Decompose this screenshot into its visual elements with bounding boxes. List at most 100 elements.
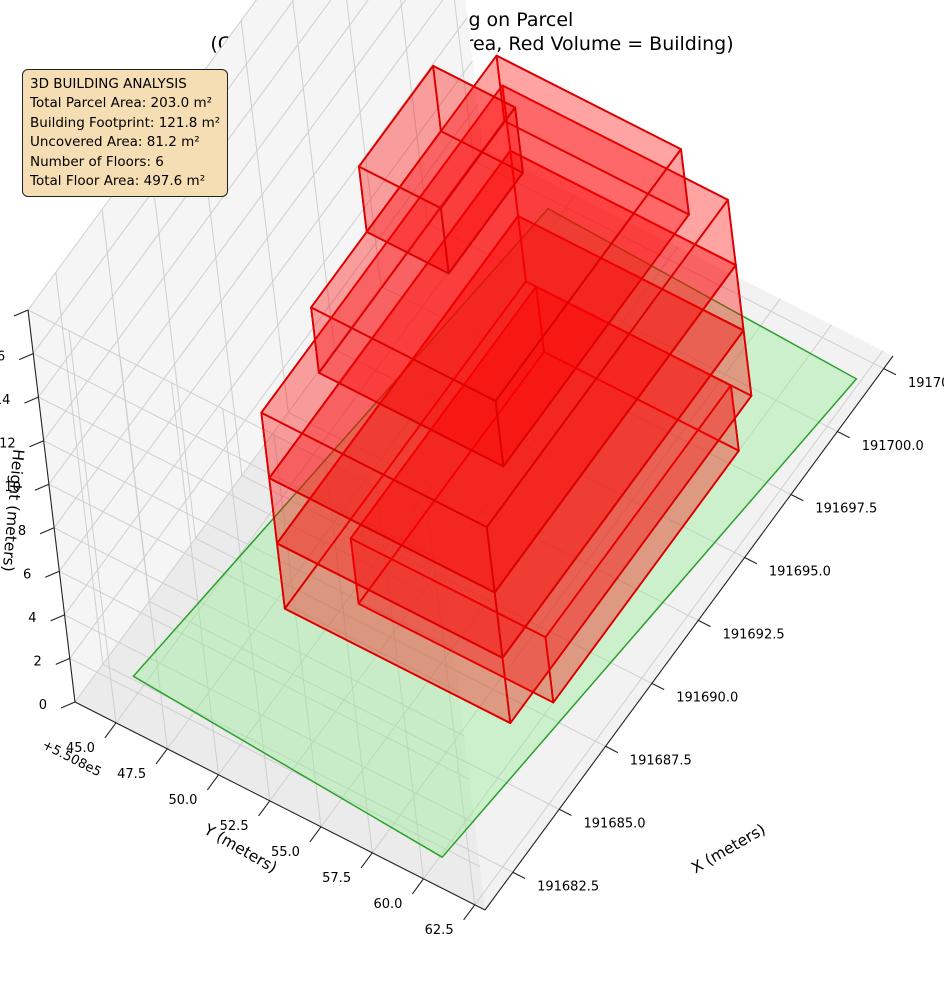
y-tick-mark [463, 904, 476, 921]
grid-line-x-floor [334, 349, 745, 558]
z-tick-mark [45, 570, 60, 578]
axis-lines [13, 309, 897, 921]
grid-line-x-wall [55, 272, 104, 665]
x-tick-mark [744, 557, 758, 565]
y-tick-label: 45.0 [66, 741, 95, 756]
x-tick-label: 191690.0 [676, 691, 738, 706]
grid-line-x-floor [288, 411, 699, 621]
x-tick-mark [651, 682, 665, 691]
y-tick-mark [155, 748, 168, 765]
z-tick-mark [24, 396, 39, 404]
z-tick-label: 14 [0, 393, 10, 408]
grid-line-x-wall [346, 0, 382, 287]
grid-line-z-left [43, 440, 454, 650]
z-tick-mark [55, 657, 71, 665]
y-tick-mark [206, 774, 219, 791]
y-tick-mark [411, 878, 424, 895]
z-tick-label: 16 [0, 350, 5, 365]
x-tick-mark [558, 808, 572, 816]
grid-line-y-floor [218, 220, 627, 776]
z-tick-mark [13, 309, 29, 317]
grid-line-z-right [53, 0, 444, 529]
grid-line-x-floor [427, 223, 838, 432]
grid-line-y-floor [474, 350, 884, 906]
y-tick-mark [104, 722, 117, 739]
info-heading: 3D BUILDING ANALYSIS [30, 76, 187, 92]
grid-line-z-right [64, 60, 473, 616]
grid-line-z-right [27, 0, 257, 311]
y-tick-label: 62.5 [425, 923, 454, 938]
grid-line-z-left [48, 483, 460, 693]
y-axis-line [74, 701, 486, 911]
grid-line-z-left [64, 614, 475, 824]
grid-line-z-left [32, 353, 444, 563]
y-tick-label: 60.0 [373, 897, 402, 912]
z-axis-line [27, 309, 76, 703]
grid-line-y-floor [269, 246, 679, 802]
building-floor-5 [310, 54, 690, 468]
y-tick-label: 50.0 [168, 793, 197, 808]
grid-line-x-wall [292, 0, 336, 350]
building-floor-3 [268, 149, 745, 659]
info-uncovered-area: Uncovered Area: 81.2 m² [30, 134, 200, 151]
x-tick-mark [698, 619, 711, 628]
grid-line-z-right [74, 147, 484, 703]
grid-line-z-right [58, 17, 468, 572]
grid-line-y-wall [324, 460, 373, 853]
z-tick-label: 12 [0, 437, 16, 452]
x-tick-mark [512, 871, 526, 879]
grid-line-z-right [48, 0, 407, 485]
z-tick-mark [39, 527, 55, 535]
z-tick-label: 10 [4, 480, 21, 495]
x-axis-label: X (meters) [688, 820, 768, 877]
x-tick-label: 191700.0 [862, 439, 924, 454]
z-tick-mark [50, 614, 65, 622]
grid-line-x-wall [453, 0, 475, 161]
analysis-info-box: 3D BUILDING ANALYSIS Total Parcel Area: … [22, 69, 228, 197]
x-tick-mark [790, 494, 804, 502]
grid-line-y-wall [427, 512, 476, 905]
building-floor-6 [357, 64, 524, 275]
grid-line-z-left [38, 396, 449, 606]
grid-line-z-right [69, 104, 479, 659]
grid-line-y-floor [371, 298, 781, 854]
z-tick-mark [29, 440, 44, 448]
y-tick-mark [309, 826, 322, 843]
y-tick-label: 55.0 [271, 845, 300, 860]
z-tick-label: 0 [39, 698, 47, 713]
grid-line-y-floor [115, 168, 525, 724]
z-tick-label: 8 [18, 524, 26, 539]
y-tick-mark [360, 852, 373, 869]
x-axis-line [484, 355, 894, 911]
grid-line-x-wall [400, 0, 428, 224]
grid-line-y-floor [166, 194, 576, 750]
grid-line-z-left [27, 309, 439, 519]
grid-line-y-wall [273, 434, 322, 827]
y-tick-label: 57.5 [322, 871, 351, 886]
building-face-top [357, 64, 516, 210]
info-floors: Number of Floors: 6 [30, 153, 164, 170]
x-tick-label: 191702.5 [908, 376, 944, 391]
plot-scene [132, 54, 858, 859]
y-tick-label: 47.5 [117, 767, 146, 782]
z-tick-mark [18, 353, 34, 361]
building-floor-4 [260, 84, 737, 594]
grid-line-z-right [32, 0, 295, 354]
x-tick-mark [605, 745, 619, 754]
grid-line-x-floor [241, 474, 653, 684]
z-tick-label: 2 [34, 654, 42, 669]
grid-lines [27, 0, 884, 911]
info-footprint: Building Footprint: 121.8 m² [30, 114, 221, 131]
grid-line-y-floor [320, 272, 730, 828]
parcel-platform [132, 207, 858, 859]
grid-line-y-wall [171, 382, 219, 775]
x-tick-label: 191685.0 [584, 817, 646, 832]
x-tick-mark [883, 368, 897, 376]
grid-line-z-right [37, 0, 332, 398]
grid-line-x-wall [240, 20, 289, 413]
grid-line-y-wall [376, 486, 424, 879]
x-tick-mark [837, 431, 850, 439]
building-floor-2 [276, 215, 753, 724]
x-tick-label: 191687.5 [630, 754, 692, 769]
